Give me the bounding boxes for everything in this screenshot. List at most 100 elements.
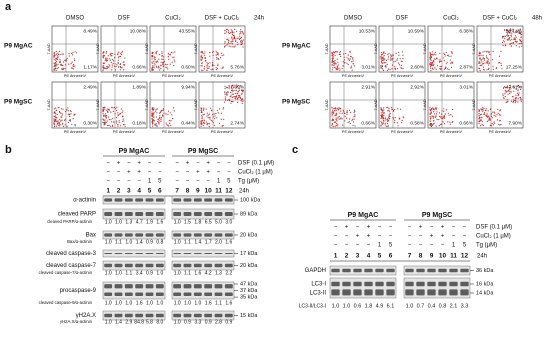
event-dot [111,124,114,126]
event-dot [55,107,57,109]
event-dot [492,68,494,70]
event-dot [338,53,340,56]
event-dot [385,65,387,67]
event-dot [389,116,391,118]
axis-label: 7-AAD [194,43,198,54]
event-dot [349,50,351,52]
event-dot [159,112,161,114]
event-dot [241,93,243,95]
event-dot [155,53,157,55]
event-dot [162,56,164,58]
event-dot [386,119,388,121]
blot [171,195,235,205]
event-dot [123,69,125,71]
event-dot [160,111,162,113]
condition-header: DMSO [66,16,84,22]
ratio-value: 1.0 [125,239,132,245]
event-dot [153,120,155,122]
event-dot [403,117,405,119]
band [224,263,233,268]
event-dot [106,115,108,117]
event-dot [431,115,434,117]
event-dot [429,116,431,118]
band [386,268,395,273]
event-dot [106,66,108,68]
ratio-value: 3.3 [194,319,201,325]
event-dot [521,42,523,44]
plot-frame [149,25,197,73]
event-dot [386,106,388,109]
event-dot [232,46,234,48]
band [214,252,223,255]
axis-label: 7-AAD [472,43,476,54]
percent-lower: 7.90% [508,120,522,126]
event-dot [489,53,491,56]
event-dot [53,118,55,120]
row-label: P9 MgSC [4,99,32,106]
event-dot [105,67,107,69]
event-dot [172,56,174,58]
lane-number: 4 [137,188,141,195]
event-dot [429,58,431,60]
event-dot [119,69,121,71]
event-dot [119,113,121,115]
event-dot [386,123,389,125]
event-dot [442,116,444,118]
event-dot [122,110,124,112]
event-dot [113,121,115,123]
kda-marker: 17 kDa [240,251,258,257]
event-dot [113,60,115,62]
event-dot [121,51,123,53]
treatment-sign: 1 [148,179,152,185]
event-dot [487,60,489,62]
percent-lower: 2.60% [410,64,424,70]
treatment-sign: − [356,243,360,249]
treatment-sign: 1 [378,243,382,249]
event-dot [433,113,435,115]
event-dot [331,69,333,71]
event-dot [336,69,338,71]
event-dot [449,121,451,123]
event-dot [499,113,501,115]
treatment-sign: 5 [463,243,467,249]
event-dot [509,28,512,30]
event-dot [235,38,237,40]
event-dot [337,123,339,125]
band [183,252,192,255]
event-dot [398,62,400,64]
ratio-value: 0.4 [428,303,436,309]
ratio-value: 0.9 [184,319,191,325]
ratio-value: 1.0 [174,270,181,276]
event-dot [209,118,211,120]
event-dot [354,65,356,67]
axis-label: 7-AAD [47,43,51,54]
treatment-sign: − [217,161,221,167]
event-dot [238,95,240,97]
event-dot [158,58,160,60]
event-dot [71,123,73,125]
event-dot [238,38,241,41]
blot [102,249,166,258]
event-dot [380,61,382,63]
event-dot [349,51,351,53]
event-dot [161,109,163,111]
event-dot [203,68,205,70]
event-dot [479,52,482,54]
event-dot [482,110,484,113]
event-dot [117,57,120,59]
event-dot [481,120,483,122]
event-dot [518,39,521,41]
percent-lower: 2.87% [459,64,473,70]
condition-header: DSF + CuCl₂ [483,16,518,22]
axis-label: PE AnnexinV [342,130,365,134]
event-dot [335,123,337,125]
event-dot [151,108,153,110]
band [204,212,213,216]
event-dot [331,55,333,57]
event-dot [430,65,432,67]
event-dot [333,108,335,110]
event-dot [217,57,219,60]
event-dot [124,125,126,127]
event-dot [202,125,204,127]
ratio-value: 0.9 [146,270,153,276]
